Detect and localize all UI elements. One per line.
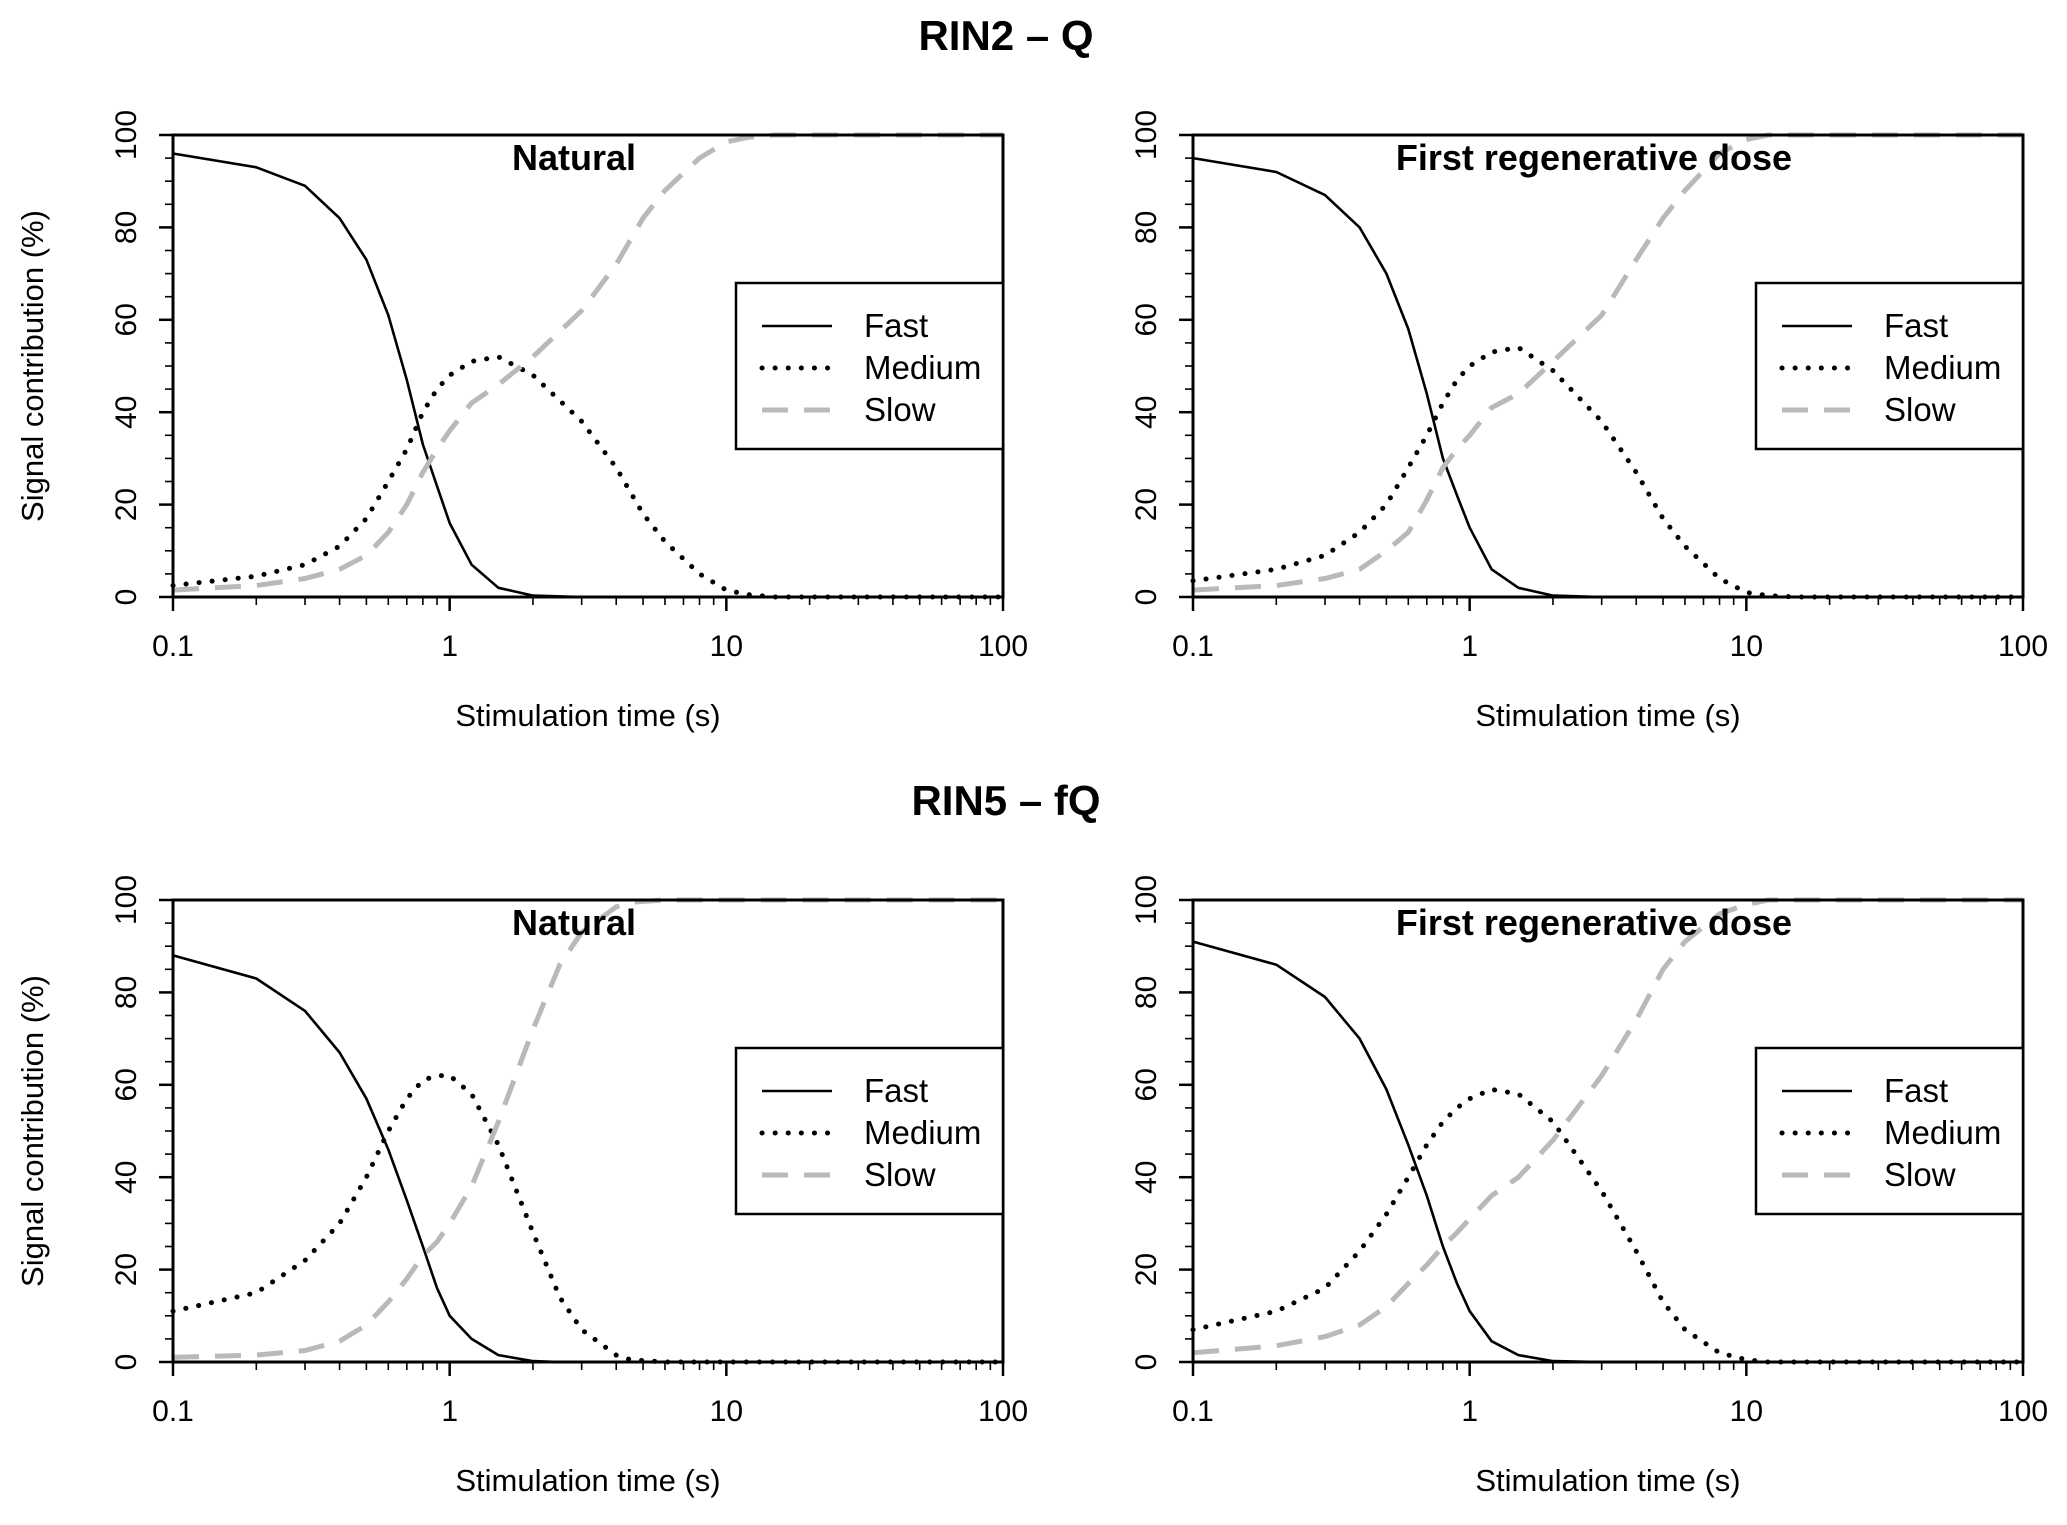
x-tick-label: 10 xyxy=(1730,1395,1763,1428)
legend-label-fast: Fast xyxy=(1884,307,1948,344)
x-tick-label: 1 xyxy=(1461,1395,1478,1428)
y-tick-label: 20 xyxy=(110,488,143,521)
legend-box xyxy=(734,1046,1005,1216)
chart-panel-4: First regenerative dose 0.1 1 10 100 0 20 40 60 8… xyxy=(1130,875,2048,1498)
y-tick-label: 0 xyxy=(110,589,143,606)
group-title-rin2-q: RIN2 – Q xyxy=(918,12,1093,59)
x-axis-label: Stimulation time (s) xyxy=(1475,1463,1740,1498)
y-tick-label: 60 xyxy=(110,1068,143,1101)
legend-label-medium: Medium xyxy=(1884,1114,2001,1151)
y-tick-label: 100 xyxy=(1130,110,1163,160)
x-axis-label: Stimulation time (s) xyxy=(1475,698,1740,733)
legend-label-medium: Medium xyxy=(864,1114,981,1151)
legend-label-slow: Slow xyxy=(864,1156,936,1193)
legend: Fast Medium Slow xyxy=(1754,281,2025,451)
y-tick-label: 40 xyxy=(1130,396,1163,429)
x-tick-label: 1 xyxy=(441,1395,458,1428)
y-tick-label: 40 xyxy=(1130,1161,1163,1194)
legend-label-slow: Slow xyxy=(864,391,936,428)
panel-title: First regenerative dose xyxy=(1396,137,1792,178)
y-tick-label: 0 xyxy=(1130,589,1163,606)
y-axis-label: Signal contribution (%) xyxy=(15,975,50,1287)
panel-title: First regenerative dose xyxy=(1396,902,1792,943)
chart-panel-1: Natural 0.1 1 10 100 0 20 40 60 80 100 Stimulation … xyxy=(15,110,1028,733)
legend-box xyxy=(1754,1046,2025,1216)
y-tick-label: 40 xyxy=(110,396,143,429)
y-tick-label: 80 xyxy=(1130,211,1163,244)
y-tick-label: 20 xyxy=(1130,1253,1163,1286)
x-tick-label: 100 xyxy=(1998,1395,2048,1428)
y-tick-label: 40 xyxy=(110,1161,143,1194)
x-tick-label: 10 xyxy=(1730,630,1763,663)
y-tick-label: 20 xyxy=(1130,488,1163,521)
x-tick-label: 1 xyxy=(1461,630,1478,663)
x-tick-label: 100 xyxy=(978,630,1028,663)
legend-label-fast: Fast xyxy=(864,307,928,344)
y-tick-label: 20 xyxy=(110,1253,143,1286)
legend-box xyxy=(1754,281,2025,451)
x-tick-label: 100 xyxy=(1998,630,2048,663)
x-tick-label: 100 xyxy=(978,1395,1028,1428)
x-tick-label: 0.1 xyxy=(1172,630,1214,663)
group-title-rin5-fq: RIN5 – fQ xyxy=(911,777,1100,824)
legend-label-medium: Medium xyxy=(864,349,981,386)
x-tick-label: 10 xyxy=(710,1395,743,1428)
y-tick-label: 60 xyxy=(1130,303,1163,336)
legend-box xyxy=(734,281,1005,451)
x-axis-label: Stimulation time (s) xyxy=(455,1463,720,1498)
legend: Fast Medium Slow xyxy=(1754,1046,2025,1216)
y-tick-label: 0 xyxy=(110,1354,143,1371)
y-tick-label: 60 xyxy=(1130,1068,1163,1101)
legend-label-slow: Slow xyxy=(1884,1156,1956,1193)
x-tick-label: 0.1 xyxy=(152,630,194,663)
legend: Fast Medium Slow xyxy=(734,281,1005,451)
panel-title: Natural xyxy=(512,137,636,178)
x-axis-label: Stimulation time (s) xyxy=(455,698,720,733)
x-tick-label: 10 xyxy=(710,630,743,663)
chart-panel-2: First regenerative dose 0.1 1 10 100 0 20 40 60 8… xyxy=(1130,110,2048,733)
y-tick-label: 100 xyxy=(1130,875,1163,925)
legend: Fast Medium Slow xyxy=(734,1046,1005,1216)
panel-title: Natural xyxy=(512,902,636,943)
y-axis-label: Signal contribution (%) xyxy=(15,210,50,522)
x-tick-label: 0.1 xyxy=(152,1395,194,1428)
series-line-medium xyxy=(1190,344,2026,600)
y-tick-label: 100 xyxy=(110,875,143,925)
y-tick-label: 80 xyxy=(110,211,143,244)
y-tick-label: 80 xyxy=(1130,976,1163,1009)
legend-label-medium: Medium xyxy=(1884,349,2001,386)
legend-label-slow: Slow xyxy=(1884,391,1956,428)
y-tick-label: 100 xyxy=(110,110,143,160)
x-tick-label: 0.1 xyxy=(1172,1395,1214,1428)
y-tick-label: 80 xyxy=(110,976,143,1009)
series-line-slow xyxy=(172,897,1003,1360)
x-tick-label: 1 xyxy=(441,630,458,663)
chart-panel-3: Natural 0.1 1 10 100 0 20 40 60 80 100 Stimulation … xyxy=(15,875,1028,1498)
legend-label-fast: Fast xyxy=(1884,1072,1948,1109)
y-tick-label: 60 xyxy=(110,303,143,336)
y-tick-label: 0 xyxy=(1130,1354,1163,1371)
legend-label-fast: Fast xyxy=(864,1072,928,1109)
